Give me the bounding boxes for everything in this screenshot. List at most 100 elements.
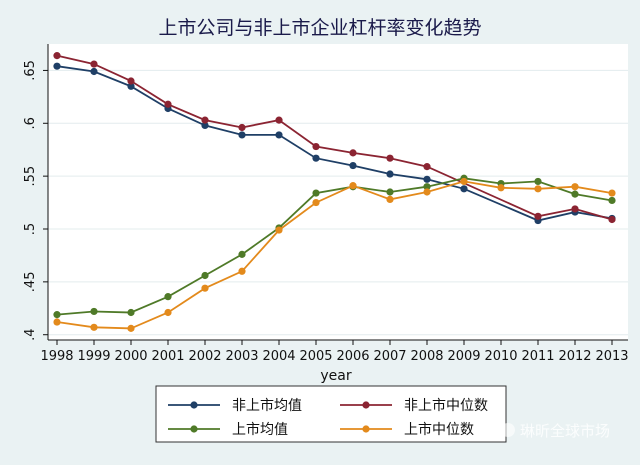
- legend-item: 上市均值: [168, 421, 288, 438]
- data-point: [53, 311, 61, 319]
- data-point: [349, 149, 357, 157]
- data-point: [275, 131, 283, 139]
- x-tick-label: 2008: [410, 349, 443, 364]
- data-point: [164, 308, 172, 317]
- legend-label: 上市均值: [232, 421, 288, 438]
- data-point: [571, 190, 579, 198]
- data-point: [312, 142, 320, 151]
- x-tick-label: 2007: [373, 349, 406, 364]
- data-point: [349, 182, 357, 190]
- y-tick-label: .6: [23, 117, 38, 129]
- data-point: [127, 82, 135, 90]
- legend-swatch-marker: [190, 401, 198, 409]
- watermark-text: 琳昕全球市场: [520, 422, 610, 440]
- data-point: [423, 175, 431, 183]
- data-point: [164, 293, 172, 301]
- data-point: [497, 184, 505, 192]
- x-tick-label: 2013: [595, 349, 628, 364]
- data-point: [386, 195, 394, 203]
- y-tick-label: .55: [23, 166, 38, 187]
- legend-item: 非上市均值: [168, 397, 302, 414]
- series-lines: [53, 52, 616, 332]
- x-axis-title: year: [320, 368, 351, 384]
- data-point: [238, 250, 246, 258]
- x-tick-label: 2001: [151, 349, 184, 364]
- data-point: [312, 154, 320, 162]
- y-tick-label: .5: [23, 223, 38, 235]
- data-point: [53, 318, 61, 326]
- legend-item: 非上市中位数: [340, 397, 488, 414]
- data-point: [275, 116, 283, 124]
- data-point: [201, 121, 209, 129]
- data-point: [164, 100, 172, 108]
- series-line: [56, 180, 613, 330]
- legend-label: 上市中位数: [404, 421, 474, 438]
- data-point: [201, 116, 209, 124]
- data-point: [571, 183, 579, 191]
- series-group: [53, 62, 616, 225]
- data-point: [608, 196, 616, 205]
- data-point: [534, 177, 542, 186]
- data-point: [201, 284, 209, 292]
- x-tick-label: 2003: [225, 349, 258, 364]
- data-point: [127, 324, 135, 332]
- data-point: [460, 177, 468, 186]
- y-axis-ticks: .4 .45 .5 .55 .6 .65: [23, 60, 48, 341]
- x-tick-label: 1998: [40, 349, 73, 364]
- legend-label: 非上市均值: [232, 397, 302, 414]
- data-point: [534, 185, 542, 193]
- data-point: [312, 189, 320, 197]
- x-tick-label: 2002: [188, 349, 221, 364]
- data-point: [349, 161, 357, 170]
- data-point: [201, 271, 209, 280]
- data-point: [53, 62, 61, 70]
- series-group: [53, 174, 616, 319]
- x-tick-label: 2006: [336, 349, 369, 364]
- data-point: [386, 188, 394, 196]
- wechat-icon: [501, 423, 515, 437]
- y-tick-label: .4: [23, 329, 38, 341]
- data-point: [423, 163, 431, 171]
- data-point: [238, 123, 246, 132]
- watermark: 琳昕全球市场: [501, 422, 610, 440]
- data-point: [90, 67, 98, 76]
- legend-item: 上市中位数: [340, 421, 474, 438]
- x-axis-ticks: 1998 1999 2000 2001 2002 2003 2004 2005 2006 2007…: [40, 340, 629, 364]
- series-group: [53, 52, 616, 224]
- chart-title: 上市公司与非上市企业杠杆率变化趋势: [158, 17, 481, 39]
- x-tick-label: 2010: [484, 349, 517, 364]
- legend-box: [155, 385, 507, 443]
- data-point: [90, 60, 98, 68]
- x-tick-label: 1999: [77, 349, 110, 364]
- y-tick-label: .65: [23, 60, 38, 81]
- legend-swatch-marker: [362, 401, 370, 409]
- grid-lines: [48, 69, 628, 336]
- x-tick-label: 2000: [114, 349, 147, 364]
- data-point: [127, 308, 135, 317]
- data-point: [423, 188, 431, 196]
- x-tick-label: 2005: [299, 349, 332, 364]
- data-point: [423, 183, 431, 191]
- data-point: [90, 307, 98, 316]
- x-tick-label: 2012: [558, 349, 591, 364]
- x-tick-label: 2011: [521, 349, 554, 364]
- data-point: [460, 185, 468, 193]
- axes: [47, 44, 628, 341]
- data-point: [608, 215, 616, 224]
- data-point: [312, 198, 320, 207]
- x-tick-label: 2004: [262, 349, 295, 364]
- data-point: [127, 77, 135, 85]
- legend-swatch-marker: [362, 425, 370, 433]
- data-point: [53, 52, 61, 60]
- data-point: [534, 212, 542, 220]
- y-tick-label: .45: [23, 272, 38, 293]
- data-point: [90, 323, 98, 331]
- legend-label: 非上市中位数: [404, 397, 488, 414]
- series-group: [53, 177, 616, 332]
- data-point: [571, 205, 579, 213]
- legend-swatch-marker: [190, 425, 198, 433]
- data-point: [608, 189, 616, 197]
- data-point: [386, 170, 394, 178]
- data-point: [275, 226, 283, 234]
